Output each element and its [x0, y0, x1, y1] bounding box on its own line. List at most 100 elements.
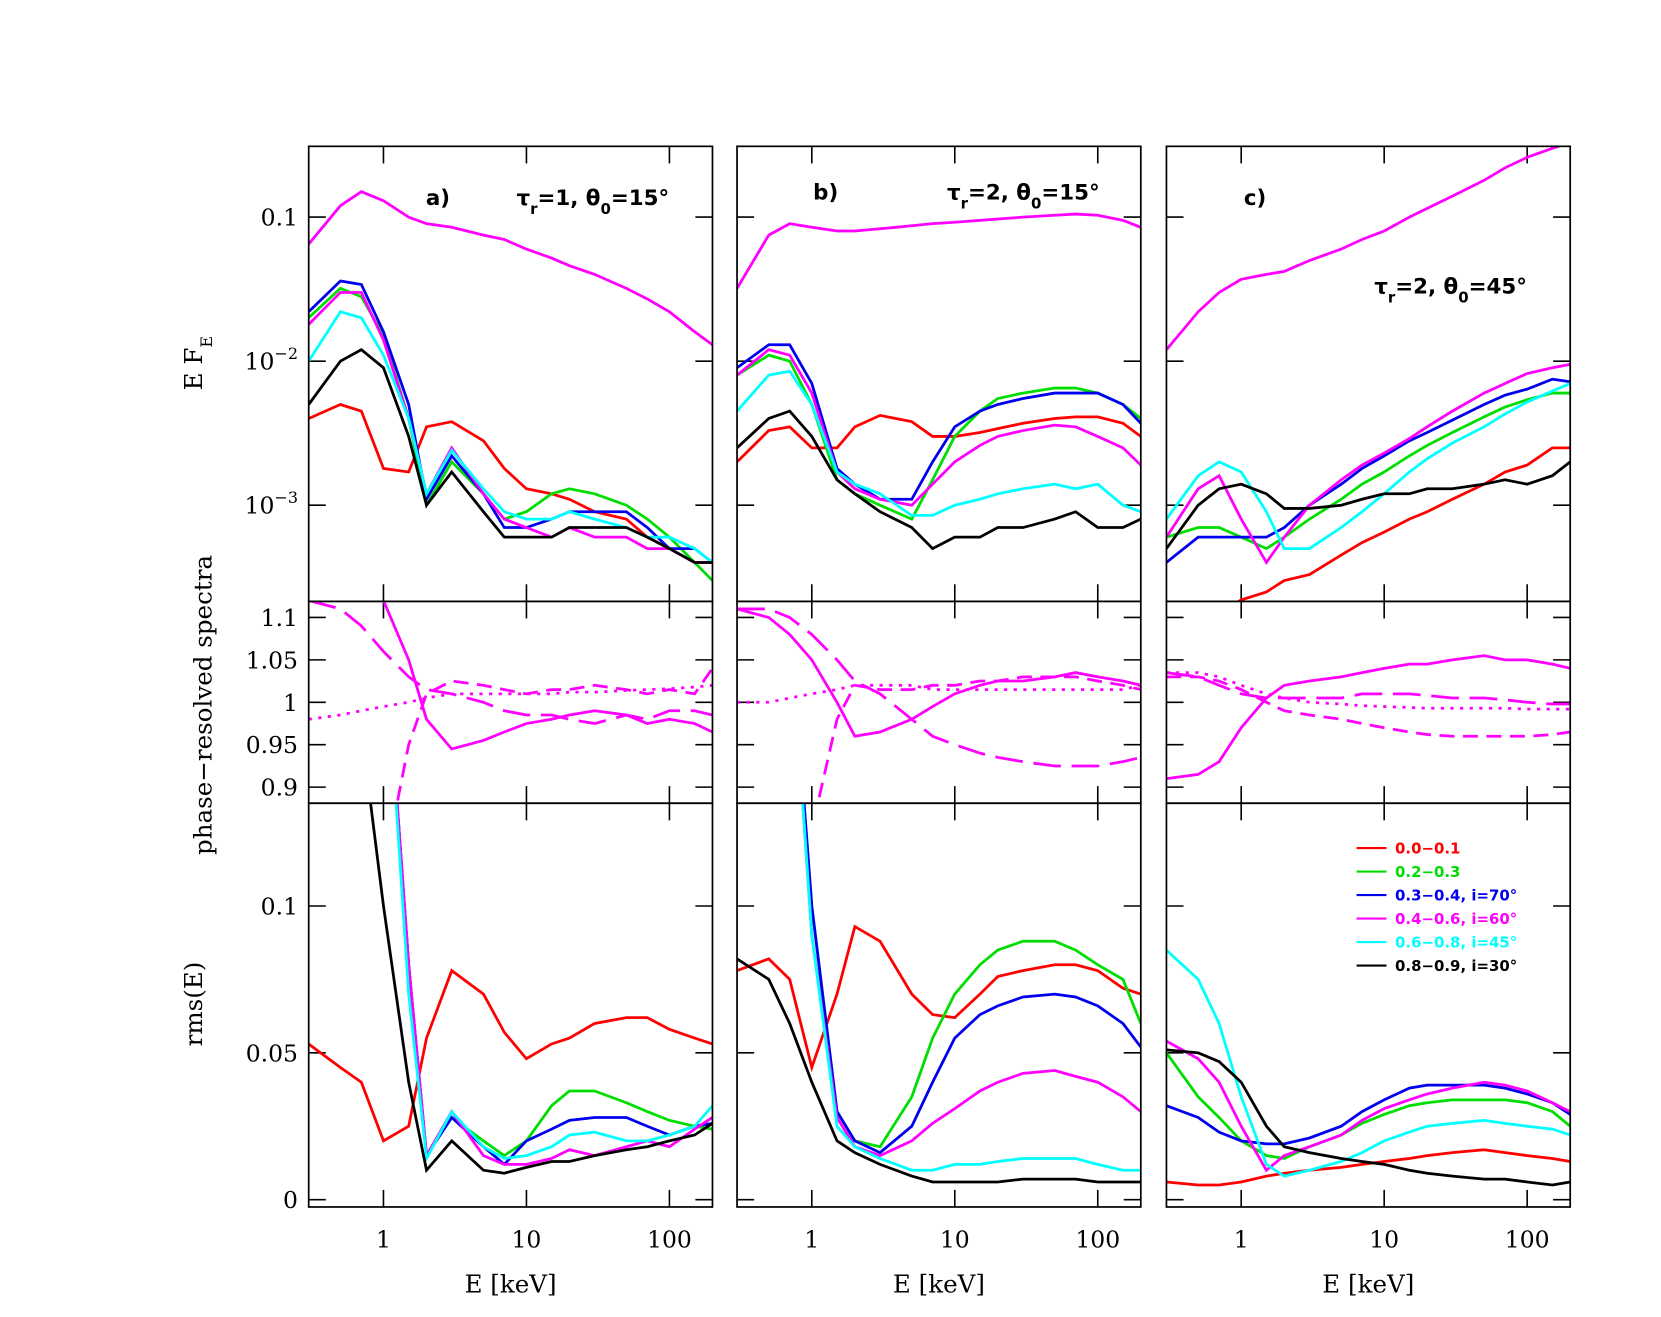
series-line: [1166, 1048, 1571, 1187]
series-line: [395, 803, 713, 1167]
y-tick-label: 0.1: [261, 893, 298, 921]
frame: [736, 802, 1142, 1208]
series-line: [369, 803, 713, 1175]
annotation-part: =45°: [1469, 275, 1527, 300]
tick-base: 10: [245, 348, 275, 376]
panel-label: a): [426, 186, 450, 211]
series-line: [1166, 460, 1571, 550]
y-tick-label: 10−2: [245, 344, 299, 376]
legend-label: 0.8−0.9, i=30°: [1395, 957, 1517, 975]
y-axis-label: E FE: [179, 336, 216, 390]
annotation: τr=1, θ0=15°: [516, 186, 669, 218]
legend-label: 0.2−0.3: [1395, 863, 1460, 881]
frame: [307, 600, 714, 805]
series-line: [802, 803, 1141, 1155]
series-line: [1166, 1039, 1571, 1173]
series-line: [1166, 377, 1571, 564]
series-line: [737, 957, 1141, 1184]
frame: [1165, 600, 1572, 805]
x-tick-label: 1: [1234, 1226, 1249, 1254]
x-tick-label: 100: [1505, 1226, 1550, 1254]
frame: [307, 802, 714, 1208]
series-line: [395, 667, 713, 804]
series-line: [308, 291, 713, 564]
series-line: [737, 369, 1141, 517]
series-line: [395, 803, 713, 1166]
y-tick-label: 0.05: [246, 1039, 298, 1067]
x-axis-label: E [keV]: [1322, 1269, 1414, 1298]
series-line: [737, 212, 1141, 290]
series-line: [737, 607, 1141, 768]
y-label-text: rms(E): [179, 962, 208, 1047]
annotation-part: τ: [1374, 275, 1388, 300]
series-line: [1166, 362, 1571, 566]
frame: [1165, 802, 1572, 1208]
tick-base: 10: [245, 492, 275, 520]
y-tick-label: 0.9: [261, 774, 298, 802]
series-line: [1166, 146, 1563, 351]
series-line: [737, 343, 1141, 501]
series-line: [1235, 446, 1571, 602]
x-axis-label: E [keV]: [465, 1269, 557, 1298]
y-tick-label: 0.95: [246, 731, 298, 759]
series-line: [1166, 654, 1571, 781]
tick-exp: −2: [274, 344, 298, 363]
series-line: [308, 601, 713, 725]
y-tick-label: 1.1: [261, 604, 298, 632]
annotation-part: =2, θ: [1395, 275, 1458, 300]
annotation-part: τ: [516, 186, 530, 211]
series-line: [1166, 671, 1571, 711]
series-line: [1166, 675, 1571, 738]
series-line: [308, 190, 713, 346]
series-line: [395, 803, 713, 1160]
legend-label: 0.3−0.4, i=70°: [1395, 886, 1517, 904]
x-tick-label: 1: [804, 1226, 819, 1254]
annotation: τr=2, θ0=45°: [1374, 275, 1527, 307]
series-line: [1166, 671, 1571, 706]
annotation-part: r: [961, 195, 969, 213]
series-line: [737, 413, 1141, 463]
annotation-part: r: [530, 200, 538, 218]
annotation-part: r: [1388, 289, 1396, 307]
y-tick-label: 1.05: [246, 646, 298, 674]
annotation-part: =1, θ: [537, 186, 600, 211]
series-line: [801, 803, 1141, 1158]
series-line: [737, 409, 1141, 551]
series-line: [737, 683, 1141, 704]
series-line: [801, 803, 1141, 1172]
y-label-sub: E: [196, 336, 215, 348]
legend-label: 0.4−0.6, i=60°: [1395, 910, 1517, 928]
panel-label: c): [1244, 186, 1266, 211]
panel-label: b): [813, 181, 838, 206]
series-line: [308, 279, 713, 564]
x-axis-label: E [keV]: [893, 1269, 985, 1298]
y-tick-label: 10−3: [245, 488, 299, 520]
figure-label: phase−resolved spectra: [188, 555, 217, 855]
annotation-part: 0: [1031, 195, 1041, 213]
series-line: [308, 968, 713, 1143]
series-line: [1166, 1052, 1571, 1160]
x-tick-label: 1: [376, 1226, 391, 1254]
annotation-part: =15°: [1041, 181, 1099, 206]
y-tick-label: 0.1: [261, 204, 298, 232]
series-line: [1166, 391, 1571, 551]
series-line: [1166, 1083, 1571, 1146]
x-tick-label: 10: [511, 1226, 541, 1254]
annotation-part: τ: [947, 181, 961, 206]
x-tick-label: 10: [940, 1226, 970, 1254]
series-line: [394, 803, 713, 1164]
legend-label: 0.0−0.1: [1395, 839, 1460, 857]
annotation-part: =15°: [611, 186, 669, 211]
y-axis-label: rms(E): [179, 962, 208, 1047]
tick-exp: −3: [274, 488, 298, 507]
frame: [1165, 145, 1572, 603]
x-tick-label: 10: [1369, 1226, 1399, 1254]
series-line: [816, 675, 1141, 804]
series-line: [308, 310, 713, 564]
series-line: [308, 601, 713, 751]
annotation-part: 0: [1458, 289, 1468, 307]
series-line: [737, 348, 1141, 507]
annotation-part: =2, θ: [968, 181, 1031, 206]
x-tick-label: 100: [647, 1226, 692, 1254]
